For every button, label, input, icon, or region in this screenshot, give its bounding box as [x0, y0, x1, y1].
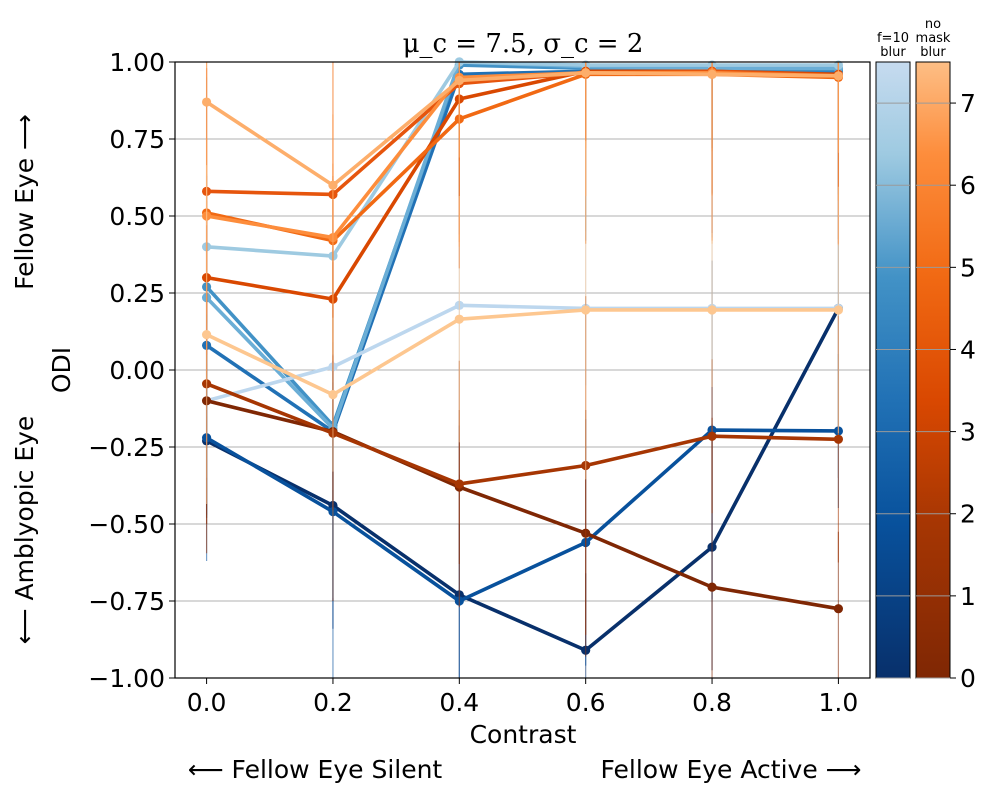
- y-tick-label: −1.00: [88, 664, 165, 693]
- x-tick-label: 0.2: [313, 688, 353, 717]
- x-tick-label: 1.0: [819, 688, 859, 717]
- series-line: [205, 69, 839, 434]
- colorbar-tick-label: 1: [960, 582, 976, 611]
- series-line: [206, 69, 839, 301]
- y-tick-label: 0.75: [109, 125, 165, 154]
- data-point: [707, 431, 717, 441]
- colorbar-blues: [875, 61, 911, 679]
- x-tick-labels: 0.0 0.2 0.4 0.6 0.8 1.0: [187, 678, 859, 717]
- data-point: [201, 97, 212, 107]
- x-tick-label: 0.8: [692, 688, 732, 717]
- data-point: [833, 71, 844, 81]
- y-tick-label: −0.50: [88, 510, 165, 539]
- data-point: [454, 75, 464, 86]
- series-line: [205, 63, 839, 428]
- colorbar-tick-label: 6: [960, 171, 976, 200]
- data-point: [707, 582, 717, 592]
- data-point: [328, 390, 338, 400]
- y-axis-title: ODI: [47, 347, 76, 393]
- plot-frame: [174, 61, 871, 679]
- colorbar-tick-label: 2: [960, 500, 976, 529]
- series-line: [205, 307, 840, 653]
- x-tick-label: 0.0: [187, 688, 227, 717]
- data-point: [833, 434, 844, 444]
- colorbar-tick-label: 0: [960, 664, 976, 693]
- x-axis-left-label: ⟵ Fellow Eye Silent: [188, 755, 443, 784]
- y-tick-label: 0.00: [109, 356, 165, 385]
- data-point: [833, 604, 844, 614]
- series-line: [205, 308, 839, 397]
- colorbar-tick-label: 4: [960, 335, 976, 364]
- x-tick-label: 0.6: [566, 688, 606, 717]
- y-axis-lower-label: ⟵ Amblyopic Eye: [10, 416, 39, 645]
- data-point: [707, 69, 717, 79]
- series-line: [205, 70, 839, 187]
- series-line: [206, 69, 839, 197]
- data-point: [454, 314, 464, 324]
- colorbar-oranges: [915, 61, 951, 679]
- y-tick-labels: −1.00 −0.75 −0.50 −0.25 0.00 0.25 0.50 0.75 1.00: [88, 48, 175, 693]
- colorbar-title: f=10 blur: [877, 31, 909, 60]
- colorbar-tick-label: 7: [960, 89, 976, 118]
- y-axis-upper-label: Fellow Eye ⟶: [10, 114, 39, 290]
- series-lines: [201, 57, 844, 678]
- colorbar-title: no mask blur: [916, 17, 951, 60]
- colorbar-ticks: 0 1 2 3 4 5 6 7: [876, 89, 976, 693]
- x-axis-title: Contrast: [470, 720, 577, 749]
- colorbar-tick-label: 5: [960, 253, 976, 282]
- y-tick-label: 1.00: [109, 48, 165, 77]
- data-point: [201, 329, 212, 340]
- series-line: [206, 303, 839, 403]
- y-tick-label: 0.25: [109, 279, 165, 308]
- colorbar-tick-label: 3: [960, 418, 976, 447]
- y-tick-label: 0.50: [109, 202, 165, 231]
- data-point: [454, 479, 464, 489]
- series-line: [206, 60, 839, 258]
- y-tick-label: −0.75: [88, 587, 165, 616]
- data-point: [581, 305, 591, 315]
- series-line: [205, 428, 839, 603]
- series-line: [205, 382, 839, 486]
- chart-title: μ_c = 7.5, σ_c = 2: [403, 29, 644, 59]
- data-point: [581, 68, 591, 78]
- y-tick-label: −0.25: [88, 433, 165, 462]
- x-axis-right-label: Fellow Eye Active ⟶: [600, 755, 861, 784]
- data-point: [833, 305, 844, 315]
- data-point: [328, 180, 338, 190]
- x-tick-label: 0.4: [439, 688, 479, 717]
- data-point: [707, 305, 717, 315]
